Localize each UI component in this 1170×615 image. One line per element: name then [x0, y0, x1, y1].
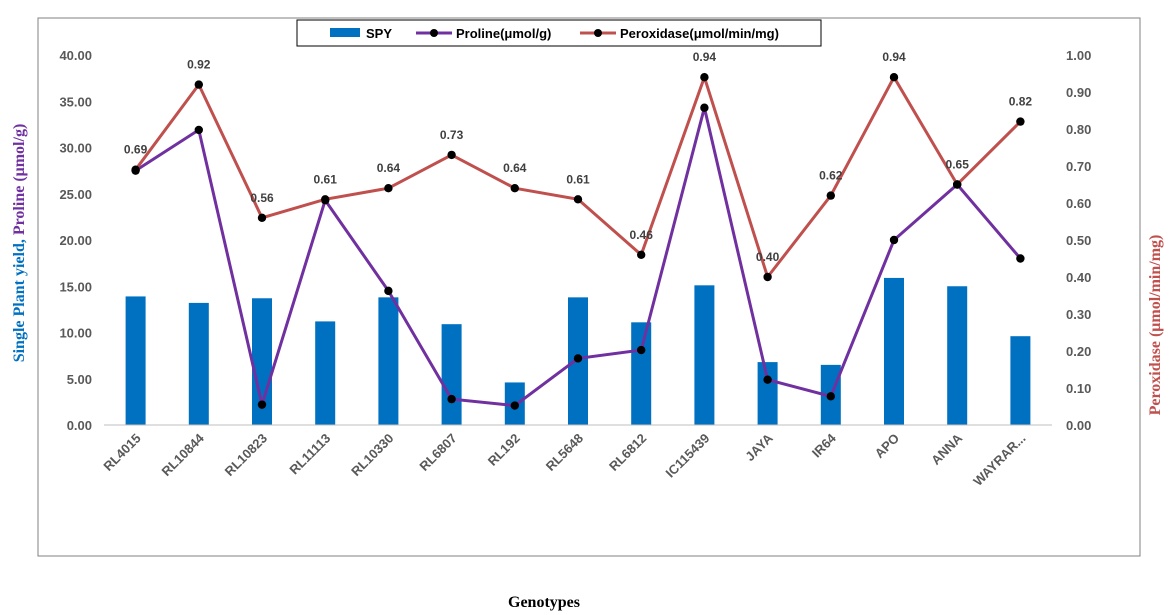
legend-label-peroxidase: Peroxidase(μmol/min/mg)	[620, 26, 779, 41]
data-label-peroxidase-13: 0.65	[946, 158, 970, 172]
y-tick-right-9: 0.90	[1066, 85, 1091, 100]
bar-spy-10	[757, 362, 778, 425]
point-proline-14	[1016, 254, 1025, 263]
point-proline-1	[194, 125, 203, 135]
point-peroxidase-9	[700, 73, 709, 82]
y-axis-left-title: Single Plant yield, Proline (μmol/g)	[11, 124, 28, 363]
bar-spy-8	[631, 322, 652, 425]
legend-label-proline: Proline(μmol/g)	[456, 26, 551, 41]
legend-marker-peroxidase	[594, 29, 602, 37]
y-tick-right-3: 0.30	[1066, 307, 1091, 322]
point-peroxidase-14	[1016, 117, 1025, 126]
point-proline-8	[637, 345, 646, 355]
legend-box	[296, 19, 822, 47]
point-proline-2	[257, 400, 267, 409]
data-label-peroxidase-14: 0.82	[1009, 95, 1033, 109]
y-tick-left-2: 10.00	[59, 326, 92, 341]
data-label-peroxidase-6: 0.64	[503, 161, 527, 175]
point-proline-4	[384, 286, 393, 296]
bar-spy-13	[947, 286, 968, 425]
y-tick-left-4: 20.00	[59, 233, 92, 248]
point-peroxidase-7	[573, 195, 583, 204]
bar-spy-9	[694, 285, 715, 425]
point-peroxidase-0	[131, 165, 140, 174]
y-tick-left-6: 30.00	[59, 141, 92, 156]
data-label-peroxidase-2: 0.56	[250, 191, 274, 205]
data-label-peroxidase-8: 0.46	[630, 228, 654, 242]
y-tick-left-7: 35.00	[59, 94, 92, 109]
y-tick-left-5: 25.00	[59, 187, 92, 202]
y-axis-left-title-part-1: Plant yield,	[11, 235, 28, 316]
y-tick-right-7: 0.70	[1066, 159, 1091, 174]
point-proline-9	[700, 103, 709, 112]
bar-spy-5	[441, 324, 462, 425]
point-proline-12	[889, 235, 899, 245]
data-label-peroxidase-4: 0.64	[377, 161, 401, 175]
point-proline-7	[573, 354, 583, 363]
x-axis-title: Genotypes	[508, 594, 580, 611]
data-label-peroxidase-3: 0.61	[314, 172, 338, 186]
y-axis-left-title-part-3: (μmol/g)	[11, 124, 28, 182]
point-peroxidase-6	[510, 184, 519, 193]
point-proline-5	[447, 394, 456, 404]
point-peroxidase-2	[257, 213, 267, 222]
bar-spy-3	[315, 321, 336, 425]
y-tick-right-4: 0.40	[1066, 270, 1091, 285]
y-tick-left-8: 40.00	[59, 48, 92, 63]
y-tick-left-3: 15.00	[59, 279, 92, 294]
y-axis-right-title: Peroxidase (μmol/min/mg)	[1147, 235, 1164, 416]
point-peroxidase-13	[953, 180, 962, 189]
data-label-peroxidase-0: 0.69	[124, 143, 148, 157]
y-tick-left-0: 0.00	[67, 418, 92, 433]
point-proline-11	[826, 392, 835, 401]
point-peroxidase-3	[321, 195, 330, 204]
point-peroxidase-12	[889, 73, 899, 82]
bar-spy-14	[1010, 336, 1031, 425]
point-peroxidase-10	[763, 272, 772, 282]
data-label-peroxidase-10: 0.40	[756, 250, 780, 264]
legend-marker-proline	[430, 29, 438, 37]
y-axis-left-title-part-0: Single	[11, 316, 28, 362]
point-peroxidase-8	[637, 250, 646, 259]
y-tick-right-2: 0.20	[1066, 344, 1091, 359]
y-tick-right-10: 1.00	[1066, 48, 1091, 63]
y-tick-right-1: 0.10	[1066, 381, 1091, 396]
data-label-peroxidase-12: 0.94	[882, 50, 906, 64]
bar-spy-4	[378, 297, 399, 425]
legend-label-spy: SPY	[366, 26, 392, 41]
point-peroxidase-5	[447, 150, 456, 160]
y-tick-right-0: 0.00	[1066, 418, 1091, 433]
data-label-peroxidase-7: 0.61	[566, 172, 590, 186]
bar-spy-1	[188, 302, 209, 425]
point-peroxidase-4	[384, 184, 393, 193]
point-peroxidase-1	[194, 80, 203, 89]
bar-spy-0	[125, 296, 146, 425]
legend: SPY Proline(μmol/g) Peroxidase(μmol/min/…	[296, 19, 822, 47]
point-peroxidase-11	[826, 191, 835, 200]
data-label-peroxidase-11: 0.62	[819, 169, 843, 183]
data-label-peroxidase-5: 0.73	[440, 128, 464, 142]
y-tick-left-1: 5.00	[67, 372, 92, 387]
legend-swatch-spy	[330, 28, 360, 37]
data-label-peroxidase-9: 0.94	[693, 50, 717, 64]
y-tick-right-8: 0.80	[1066, 122, 1091, 137]
bar-spy-12	[884, 277, 904, 425]
y-tick-right-6: 0.60	[1066, 196, 1091, 211]
y-axis-left-title-part-2: Proline	[11, 182, 28, 235]
y-tick-right-5: 0.50	[1066, 233, 1091, 248]
point-proline-10	[763, 375, 772, 384]
data-label-peroxidase-1: 0.92	[187, 58, 211, 72]
point-proline-6	[510, 401, 519, 410]
